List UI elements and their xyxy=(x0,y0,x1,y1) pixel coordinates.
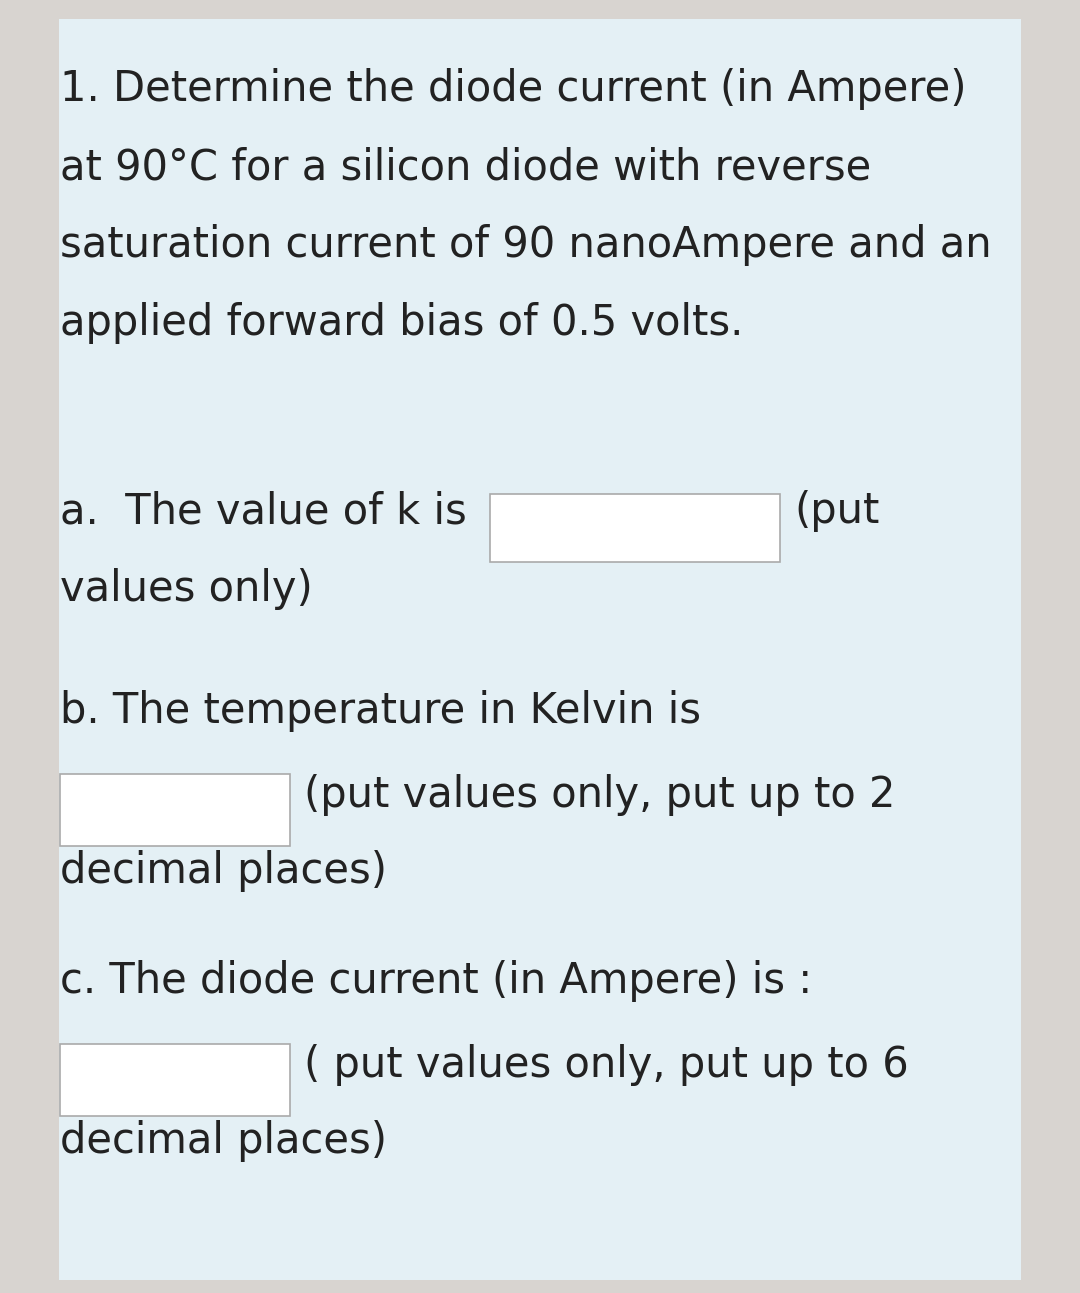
Text: b. The temperature in Kelvin is: b. The temperature in Kelvin is xyxy=(60,690,701,732)
Text: saturation current of 90 nanoAmpere and an: saturation current of 90 nanoAmpere and … xyxy=(60,224,991,266)
Text: ( put values only, put up to 6: ( put values only, put up to 6 xyxy=(303,1043,908,1086)
Text: applied forward bias of 0.5 volts.: applied forward bias of 0.5 volts. xyxy=(60,303,743,344)
Text: at 90°C for a silicon diode with reverse: at 90°C for a silicon diode with reverse xyxy=(60,146,872,187)
Bar xyxy=(60,775,291,846)
Text: decimal places): decimal places) xyxy=(60,850,387,892)
Text: (put: (put xyxy=(794,490,879,531)
Bar xyxy=(60,1043,291,1116)
Text: 1. Determine the diode current (in Ampere): 1. Determine the diode current (in Amper… xyxy=(60,69,967,110)
Bar xyxy=(490,494,780,562)
Text: values only): values only) xyxy=(60,568,313,610)
Text: c. The diode current (in Ampere) is :: c. The diode current (in Ampere) is : xyxy=(60,959,812,1002)
Text: decimal places): decimal places) xyxy=(60,1120,387,1162)
Text: (put values only, put up to 2: (put values only, put up to 2 xyxy=(303,775,895,816)
Text: a.  The value of k is: a. The value of k is xyxy=(60,490,467,531)
